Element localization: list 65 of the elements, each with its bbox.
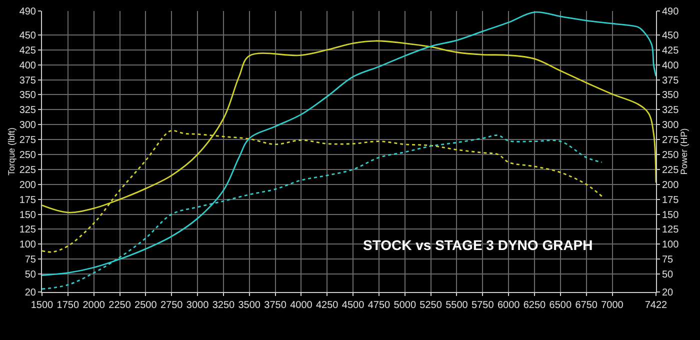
y2-tick-label: 20: [662, 288, 674, 298]
x-tick-label: 6250: [523, 300, 546, 311]
y-tick-label: 375: [19, 75, 36, 86]
x-tick-label: 4000: [290, 300, 313, 311]
y2-tick-label: 100: [662, 240, 680, 251]
y2-tick-label: 275: [662, 135, 680, 146]
y2-tick-label: 175: [662, 194, 680, 206]
y-tick-label: 275: [19, 135, 36, 146]
y-tick-label: 300: [19, 120, 36, 132]
x-tick-label: 4500: [342, 300, 365, 311]
y2-tick-label: 250: [662, 150, 680, 161]
x-tick-label: 2500: [134, 300, 158, 311]
x-tick-label: 6000: [497, 300, 520, 311]
y-tick-label: 75: [24, 254, 36, 266]
y-tick-label: 175: [19, 194, 36, 206]
x-tick-label: 6750: [575, 300, 598, 311]
y-tick-label: 20: [24, 288, 36, 298]
y2-tick-label: 300: [662, 120, 680, 132]
x-tick-label: 5500: [446, 300, 468, 311]
x-tick-label: 3750: [264, 300, 287, 311]
y2-tick-label: 425: [662, 45, 680, 56]
y2-tick-label: 375: [662, 75, 680, 86]
annotation: STOCK vs STAGE 3 DYNO GRAPH: [363, 237, 593, 253]
y-tick-label: 50: [24, 270, 36, 281]
y2-tick-label: 450: [662, 30, 680, 42]
y-tick-label: 325: [19, 105, 36, 116]
x-tick-label: 5000: [394, 300, 416, 311]
y-tick-label: 250: [19, 150, 36, 161]
y-axis-title: Torque (lbft): [6, 127, 17, 176]
y2-tick-label: 150: [662, 210, 680, 221]
x-tick-label: 3250: [212, 300, 235, 311]
y-tick-label: 450: [19, 30, 36, 42]
y-tick-label: 350: [19, 90, 36, 102]
y2-tick-label: 50: [662, 270, 674, 281]
x-tick-label: 1500: [30, 300, 54, 311]
x-tick-label: 6500: [549, 300, 572, 311]
y-tick-label: 400: [19, 60, 36, 72]
y2-tick-label: 325: [662, 105, 680, 116]
y-tick-label: 425: [19, 45, 36, 56]
y2-tick-label: 200: [662, 180, 680, 191]
y-tick-label: 225: [19, 164, 36, 176]
y2-tick-label: 125: [662, 224, 680, 236]
x-tick-label: 2250: [108, 300, 132, 311]
y2-axis-title: Power (HP): [679, 128, 690, 175]
x-tick-label: 1750: [56, 300, 80, 311]
y2-tick-label: 490: [662, 6, 680, 18]
y-tick-label: 125: [19, 224, 36, 236]
x-tick-label: 4250: [316, 300, 339, 311]
y-tick-label: 100: [19, 240, 36, 251]
y2-tick-label: 400: [662, 60, 680, 72]
y2-tick-label: 225: [662, 164, 680, 176]
x-tick-label: 2000: [82, 300, 106, 311]
x-tick-label: 4750: [368, 300, 391, 311]
x-tick-label: 5250: [420, 300, 442, 311]
y2-tick-label: 350: [662, 90, 680, 102]
y-tick-label: 150: [19, 210, 36, 221]
x-tick-label: 5750: [472, 300, 494, 311]
y2-tick-label: 75: [662, 254, 674, 266]
x-tick-label: 3500: [238, 300, 261, 311]
x-tick-label: 3000: [186, 300, 210, 311]
y-tick-label: 490: [19, 6, 36, 18]
x-tick-label: 7000: [601, 300, 624, 311]
x-tick-label: 7422: [644, 300, 668, 311]
x-tick-label: 2750: [160, 300, 184, 311]
y-tick-label: 200: [19, 180, 36, 191]
